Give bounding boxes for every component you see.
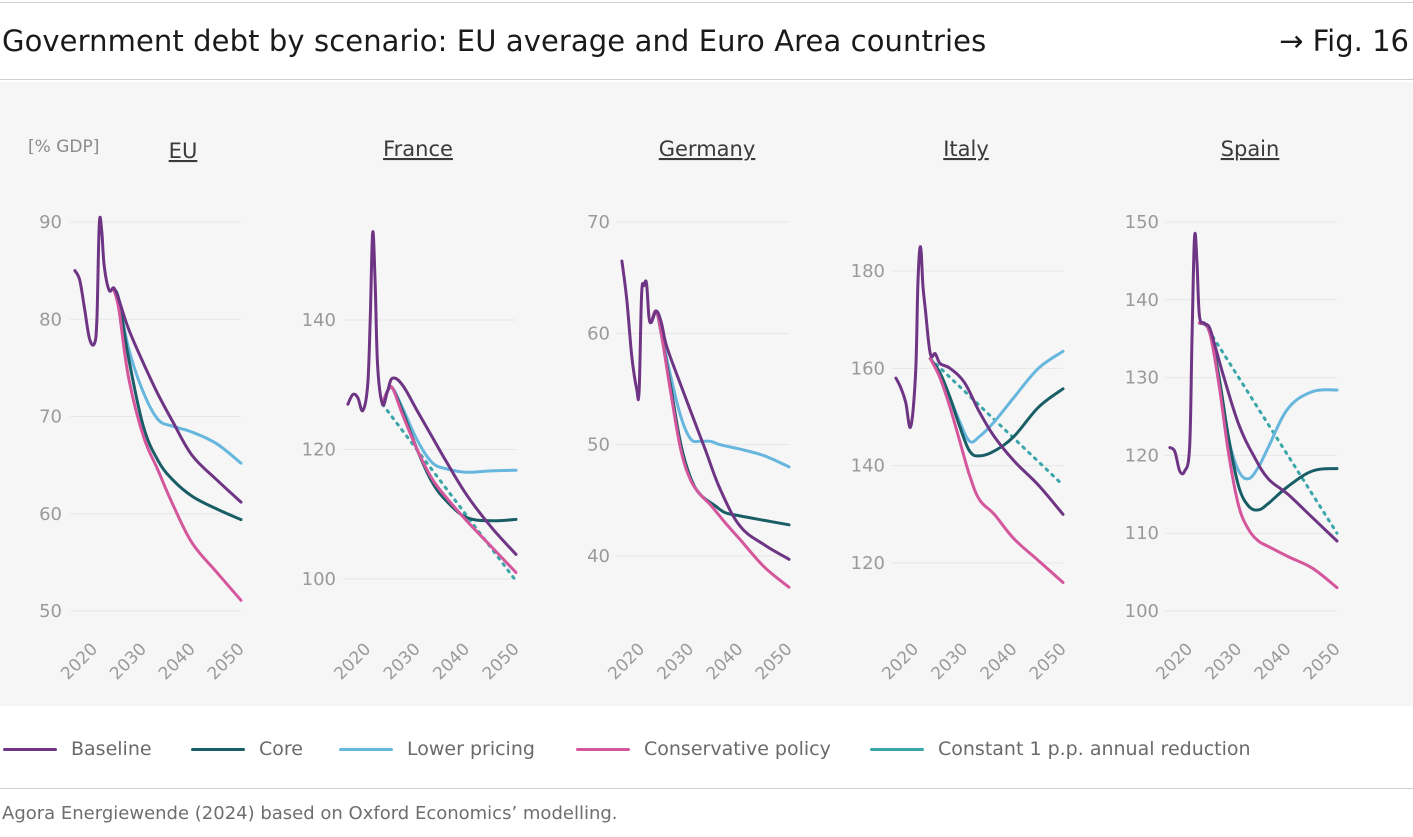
france-series-conservative-policy bbox=[381, 384, 518, 574]
source-note: Agora Energiewende (2024) based on Oxfor… bbox=[2, 803, 618, 824]
italy-ytick-label: 120 bbox=[851, 553, 885, 574]
eu-ytick-label: 60 bbox=[39, 504, 62, 525]
legend-swatch-lower-pricing bbox=[339, 747, 393, 751]
eu-ytick-label: 70 bbox=[39, 407, 62, 428]
eu-xtick-label: 2050 bbox=[204, 639, 249, 684]
italy-xtick-label: 2040 bbox=[977, 639, 1022, 684]
italy-ytick-label: 180 bbox=[851, 261, 885, 282]
france-ytick-label: 140 bbox=[302, 310, 336, 331]
legend: Baseline Core Lower pricing Conservative… bbox=[0, 734, 1413, 764]
germany-ytick-label: 70 bbox=[587, 212, 610, 233]
chart-area-background bbox=[0, 82, 1413, 706]
eu-ytick-label: 50 bbox=[39, 601, 62, 622]
germany-series-conservative-policy bbox=[649, 309, 791, 589]
france-xtick-label: 2040 bbox=[429, 639, 474, 684]
eu-series-core bbox=[112, 288, 243, 522]
legend-item-core: Core bbox=[191, 734, 303, 764]
spain-xtick-label: 2020 bbox=[1152, 639, 1197, 684]
eu-xtick-label: 2040 bbox=[155, 639, 200, 684]
legend-swatch-core bbox=[191, 747, 245, 751]
germany-xtick-label: 2030 bbox=[654, 639, 699, 684]
eu-ytick-label: 90 bbox=[39, 212, 62, 233]
eu-series-conservative-policy bbox=[112, 288, 243, 602]
germany-xtick-label: 2040 bbox=[703, 639, 748, 684]
spain-xtick-label: 2050 bbox=[1300, 639, 1345, 684]
spain-ytick-label: 120 bbox=[1125, 445, 1159, 466]
france-ytick-label: 100 bbox=[302, 569, 336, 590]
france-xtick-label: 2030 bbox=[380, 639, 425, 684]
italy-series-constant-1-p-p-annual-reduction bbox=[928, 357, 1065, 487]
spain-xtick-label: 2040 bbox=[1251, 639, 1296, 684]
italy-xtick-label: 2020 bbox=[878, 639, 923, 684]
legend-label-baseline: Baseline bbox=[71, 738, 152, 760]
spain-panel-title: Spain bbox=[1221, 137, 1280, 161]
legend-label-lower-pricing: Lower pricing bbox=[407, 738, 535, 760]
legend-item-lower-pricing: Lower pricing bbox=[339, 734, 535, 764]
spain-xtick-label: 2030 bbox=[1202, 639, 1247, 684]
eu-panel-title: EU bbox=[169, 139, 198, 163]
legend-swatch-constant-reduction bbox=[870, 747, 924, 751]
spain-ytick-label: 110 bbox=[1125, 523, 1159, 544]
legend-item-constant-reduction: Constant 1 p.p. annual reduction bbox=[870, 734, 1251, 764]
page-title: Government debt by scenario: EU average … bbox=[2, 24, 987, 58]
legend-item-baseline: Baseline bbox=[3, 734, 152, 764]
eu-ytick-label: 80 bbox=[39, 309, 62, 330]
france-series-constant-1-p-p-annual-reduction bbox=[381, 402, 518, 583]
legend-label-conservative-policy: Conservative policy bbox=[644, 738, 831, 760]
footer-rule bbox=[0, 788, 1413, 789]
y-axis-unit-label: [% GDP] bbox=[28, 137, 99, 157]
header-rule bbox=[0, 79, 1413, 80]
germany-xtick-label: 2050 bbox=[752, 639, 797, 684]
italy-series-core bbox=[928, 357, 1065, 458]
spain-ytick-label: 100 bbox=[1125, 601, 1159, 622]
spain-series-baseline bbox=[1168, 231, 1339, 543]
france-panel-title: France bbox=[383, 137, 453, 161]
legend-item-conservative-policy: Conservative policy bbox=[576, 734, 831, 764]
italy-xtick-label: 2030 bbox=[928, 639, 973, 684]
germany-ytick-label: 60 bbox=[587, 323, 610, 344]
italy-ytick-label: 140 bbox=[851, 456, 885, 477]
france-xtick-label: 2020 bbox=[331, 639, 376, 684]
legend-swatch-conservative-policy bbox=[576, 747, 630, 751]
italy-series-conservative-policy bbox=[928, 357, 1065, 584]
legend-swatch-baseline bbox=[3, 747, 57, 751]
legend-label-core: Core bbox=[259, 738, 303, 760]
eu-xtick-label: 2020 bbox=[57, 639, 102, 684]
germany-panel-title: Germany bbox=[659, 137, 756, 161]
spain-series-conservative-policy bbox=[1197, 321, 1339, 590]
germany-series-baseline bbox=[620, 259, 791, 561]
legend-label-constant-reduction: Constant 1 p.p. annual reduction bbox=[938, 738, 1251, 760]
germany-ytick-label: 50 bbox=[587, 435, 610, 456]
france-series-baseline bbox=[346, 230, 518, 556]
italy-xtick-label: 2050 bbox=[1026, 639, 1071, 684]
spain-series-constant-1-p-p-annual-reduction bbox=[1202, 321, 1339, 535]
eu-series-baseline bbox=[73, 215, 243, 504]
germany-xtick-label: 2020 bbox=[604, 639, 649, 684]
italy-ytick-label: 160 bbox=[851, 358, 885, 379]
eu-xtick-label: 2030 bbox=[106, 639, 151, 684]
figure-reference: → Fig. 16 bbox=[1279, 24, 1409, 58]
france-xtick-label: 2050 bbox=[479, 639, 524, 684]
italy-series-baseline bbox=[894, 245, 1065, 516]
italy-panel-title: Italy bbox=[943, 137, 989, 161]
spain-ytick-label: 130 bbox=[1125, 368, 1159, 389]
top-rule bbox=[0, 2, 1413, 3]
spain-ytick-label: 140 bbox=[1125, 290, 1159, 311]
spain-ytick-label: 150 bbox=[1125, 212, 1159, 233]
germany-ytick-label: 40 bbox=[587, 546, 610, 567]
spain-series-core bbox=[1197, 321, 1339, 512]
france-ytick-label: 120 bbox=[302, 440, 336, 461]
